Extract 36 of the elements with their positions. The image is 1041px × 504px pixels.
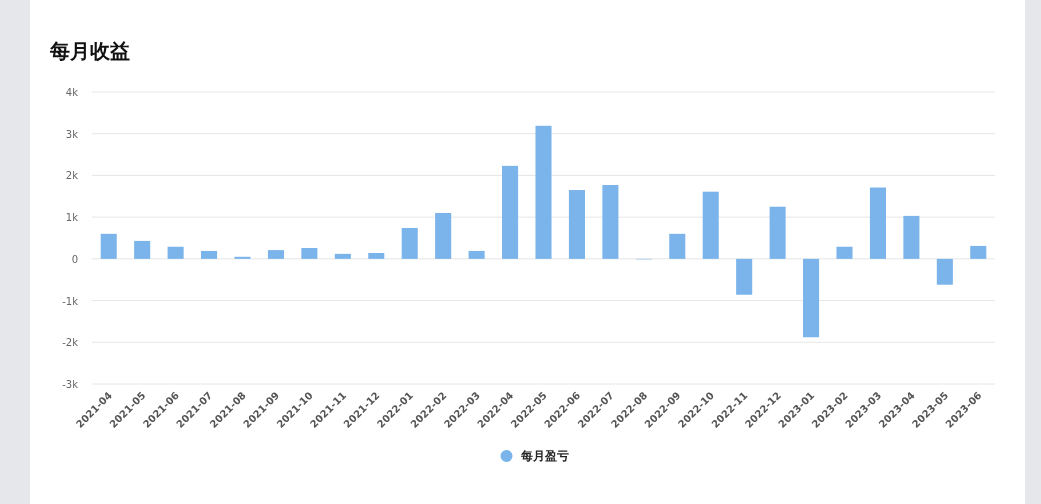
y-tick-label: 2k: [65, 170, 79, 182]
bar: [702, 191, 719, 259]
bar: [970, 245, 987, 259]
bar: [201, 250, 218, 259]
bar: [869, 187, 886, 259]
bar: [435, 212, 452, 259]
bar: [602, 185, 619, 259]
bar: [903, 215, 920, 259]
y-tick-label: 0: [71, 253, 78, 265]
y-tick-label: 1k: [65, 212, 79, 224]
bar: [401, 227, 418, 259]
bar: [568, 190, 585, 259]
y-tick-label: 3k: [65, 128, 79, 140]
bar: [167, 246, 184, 259]
y-tick-label: -3k: [62, 379, 79, 390]
y-tick-label: -2k: [62, 337, 79, 349]
bar: [267, 250, 284, 259]
bar: [836, 246, 853, 259]
bar: [669, 233, 686, 259]
bar: [134, 240, 151, 259]
bar: [769, 206, 786, 259]
bar: [736, 258, 753, 295]
bar: [301, 248, 318, 259]
bar: [468, 250, 485, 259]
y-tick-label: -1k: [62, 295, 79, 307]
bar: [100, 233, 117, 259]
bar: [502, 165, 519, 259]
legend-label: 每月盈亏: [519, 449, 569, 463]
y-tick-label: 4k: [65, 87, 79, 98]
bar: [234, 256, 251, 259]
bar: [368, 253, 385, 259]
chart-title: 每月收益: [49, 39, 130, 63]
bar: [334, 253, 351, 259]
bar: [803, 258, 820, 338]
bar: [936, 258, 953, 285]
bar: [535, 125, 552, 259]
